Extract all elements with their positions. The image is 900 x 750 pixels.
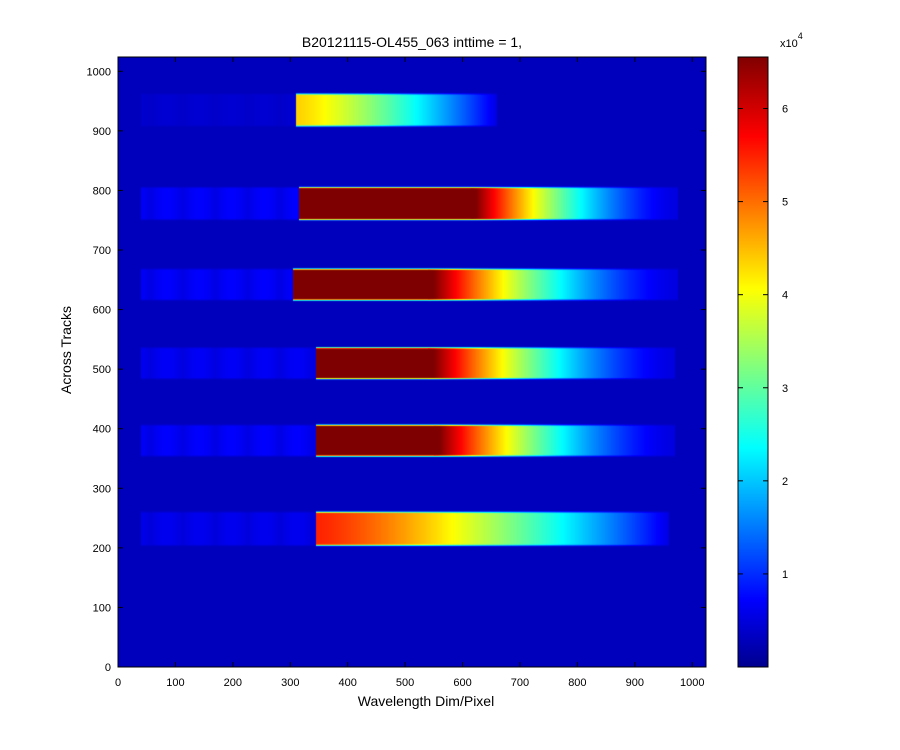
x-tick-label: 100 — [166, 677, 184, 689]
x-tick-label: 1000 — [680, 677, 704, 689]
plot-frame — [117, 56, 707, 668]
colorbar-tick-label: 6 — [782, 104, 788, 116]
y-tick-label: 200 — [93, 543, 111, 555]
x-tick-label: 600 — [453, 677, 471, 689]
y-tick-label: 500 — [93, 364, 111, 376]
x-tick-label: 800 — [568, 677, 586, 689]
colorbar-exponent-power: 4 — [798, 31, 803, 41]
x-tick-label: 700 — [511, 677, 529, 689]
y-tick-label: 800 — [93, 185, 111, 197]
y-tick-label: 300 — [93, 483, 111, 495]
colorbar-exponent-label: x104 — [780, 31, 803, 50]
y-tick-label: 400 — [93, 424, 111, 436]
x-tick-label: 200 — [224, 677, 242, 689]
colorbar — [737, 56, 769, 668]
y-axis: 0 100 200 300 400 500 600 700 800 900 1000 — [87, 66, 706, 674]
y-tick-label: 0 — [105, 662, 111, 674]
x-tick-label: 0 — [115, 677, 121, 689]
y-tick-label: 700 — [93, 245, 111, 257]
x-axis-label: Wavelength Dim/Pixel — [358, 693, 494, 709]
colorbar-tick-label: 5 — [782, 197, 788, 209]
x-tick-label: 900 — [626, 677, 644, 689]
x-tick-label: 500 — [396, 677, 414, 689]
colorbar-ticks: 1 2 3 4 5 6 — [738, 104, 788, 581]
colorbar-tick-label: 2 — [782, 476, 788, 488]
y-tick-label: 1000 — [87, 66, 111, 78]
colorbar-exponent-base: x10 — [780, 38, 798, 50]
x-tick-label: 300 — [281, 677, 299, 689]
colorbar-tick-label: 1 — [782, 569, 788, 581]
x-tick-label: 400 — [339, 677, 357, 689]
y-axis-label: Across Tracks — [58, 306, 74, 394]
y-tick-label: 100 — [93, 602, 111, 614]
y-tick-label: 900 — [93, 126, 111, 138]
y-tick-label: 600 — [93, 305, 111, 317]
chart-title: B20121115-OL455_063 inttime = 1, — [302, 34, 522, 50]
heatmap-image — [118, 57, 706, 667]
colorbar-tick-label: 4 — [782, 290, 788, 302]
colorbar-tick-label: 3 — [782, 383, 788, 395]
x-axis: 0 100 200 300 400 500 600 700 800 900 1000 — [115, 57, 704, 689]
